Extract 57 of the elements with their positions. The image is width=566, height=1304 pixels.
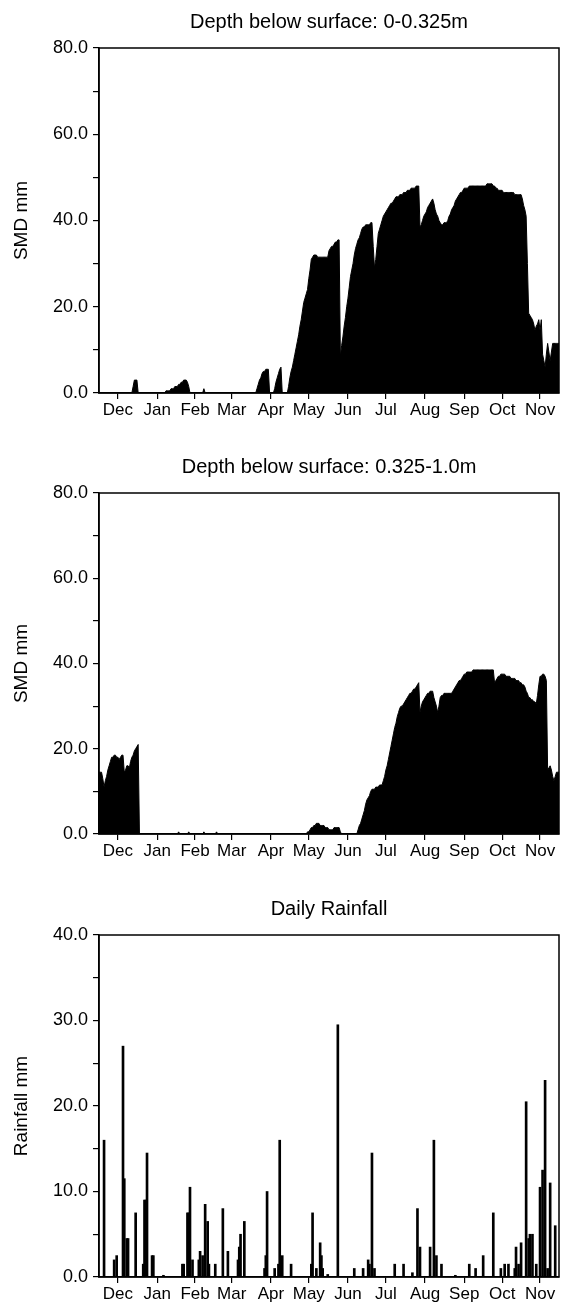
y-tick-label: 0.0 [62, 381, 88, 402]
x-tick-label: Jul [375, 1283, 397, 1303]
y-tick-label: 80.0 [52, 36, 88, 57]
x-tick-label: Nov [524, 840, 556, 860]
y-tick-label: 40.0 [52, 652, 88, 673]
x-tick-label: May [292, 399, 326, 419]
y-axis-title: Rainfall mm [9, 1055, 31, 1157]
chart-title: Depth below surface: 0-0.325m [190, 10, 468, 32]
x-tick-label: Jul [375, 840, 397, 860]
y-tick-label: 20.0 [52, 295, 88, 316]
x-tick-label: Oct [488, 1283, 516, 1303]
x-tick-label: Mar [217, 840, 247, 860]
x-tick-label: Mar [217, 399, 247, 419]
x-tick-label: Nov [524, 1283, 556, 1303]
y-tick-label: 0.0 [62, 1265, 88, 1286]
x-tick-label: May [292, 840, 326, 860]
y-tick-label: 10.0 [52, 1180, 88, 1201]
x-tick-label: Jun [334, 840, 362, 860]
x-tick-label: May [292, 1283, 326, 1303]
x-tick-label: Aug [409, 399, 441, 419]
y-tick-label: 0.0 [62, 822, 88, 843]
y-tick-label: 30.0 [52, 1009, 88, 1030]
y-tick-label: 80.0 [52, 481, 88, 502]
y-tick-label: 20.0 [52, 737, 88, 758]
x-tick-label: Aug [409, 1283, 441, 1303]
x-tick-label: Jul [375, 399, 397, 419]
x-tick-label: Jan [143, 399, 171, 419]
y-tick-label: 20.0 [52, 1094, 88, 1115]
x-tick-label: Dec [102, 399, 134, 419]
x-tick-label: Sep [449, 399, 480, 419]
x-tick-label: Oct [488, 840, 516, 860]
x-tick-label: Feb [180, 1283, 210, 1303]
x-tick-label: Aug [409, 840, 441, 860]
x-tick-label: Oct [488, 399, 516, 419]
x-tick-label: Dec [102, 1283, 134, 1303]
x-tick-label: Jan [143, 1283, 171, 1303]
y-tick-label: 40.0 [52, 923, 88, 944]
y-tick-label: 60.0 [52, 123, 88, 144]
x-tick-label: Jun [334, 1283, 362, 1303]
x-tick-label: Mar [217, 1283, 247, 1303]
chart-title: Depth below surface: 0.325-1.0m [181, 455, 477, 477]
x-tick-label: Sep [449, 840, 480, 860]
y-axis-title: SMD mm [9, 180, 31, 261]
x-tick-label: Feb [180, 840, 210, 860]
y-tick-label: 60.0 [52, 567, 88, 588]
chart-title: Daily Rainfall [270, 897, 388, 919]
y-tick-label: 40.0 [52, 209, 88, 230]
x-tick-label: Dec [102, 840, 134, 860]
x-tick-label: Nov [524, 399, 556, 419]
x-tick-label: Sep [449, 1283, 480, 1303]
x-tick-label: Apr [257, 1283, 285, 1303]
x-tick-label: Jan [143, 840, 171, 860]
y-axis-title: SMD mm [9, 623, 31, 704]
x-tick-label: Feb [180, 399, 210, 419]
x-tick-label: Apr [257, 840, 285, 860]
x-tick-label: Apr [257, 399, 285, 419]
x-tick-label: Jun [334, 399, 362, 419]
